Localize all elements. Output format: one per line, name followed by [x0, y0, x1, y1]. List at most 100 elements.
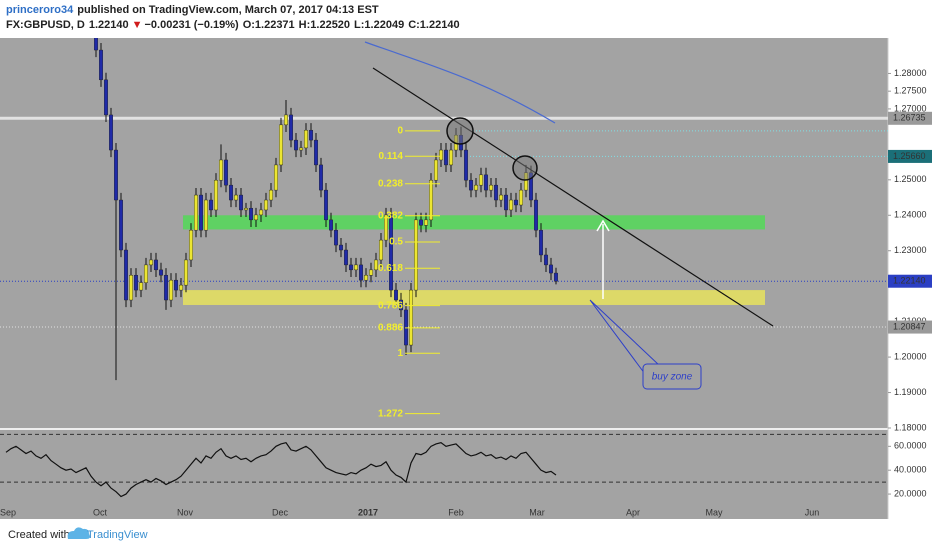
candle-body — [549, 264, 554, 274]
touch-circle — [512, 155, 538, 181]
low: L:1.22049 — [354, 19, 404, 31]
y-tick-label: 1.18000 — [894, 422, 927, 432]
candle-body — [419, 219, 424, 226]
zones — [183, 215, 765, 305]
fib-label: 0.5 — [389, 237, 403, 248]
candle-body — [178, 284, 183, 291]
zone — [183, 215, 765, 230]
x-tick-label: 2017 — [358, 507, 378, 517]
y-tick-label: 1.25000 — [894, 174, 927, 184]
symbol: FX:GBPUSD, D — [6, 19, 85, 31]
candle-body — [253, 214, 258, 221]
x-tick-label: Nov — [177, 507, 194, 517]
candle-body — [173, 279, 178, 291]
price-box-label: 1.25660 — [893, 151, 926, 161]
footer-brand: TradingView — [87, 529, 148, 541]
candle-body — [414, 219, 419, 291]
header-line: princeroro34 published on TradingView.com… — [6, 4, 379, 16]
candle-body — [334, 229, 339, 246]
candle-body — [148, 259, 153, 266]
candle-body — [479, 174, 484, 186]
candle-body — [183, 259, 188, 286]
candle-body — [319, 164, 324, 191]
callout-box — [642, 363, 702, 390]
x-tick-label: Oct — [93, 507, 108, 517]
footer-created: Created with — [8, 529, 70, 541]
price-box — [888, 274, 932, 288]
y-tick-label: 1.27000 — [894, 103, 927, 113]
candle-body — [279, 124, 284, 166]
rsi-line — [5, 442, 557, 498]
callout-pointer — [589, 299, 661, 375]
brand-logo — [67, 527, 90, 539]
candle-body — [514, 199, 519, 206]
candle-body — [118, 199, 123, 251]
candle-body — [304, 129, 309, 149]
candle-body — [469, 179, 474, 191]
y-tick-label: 1.23000 — [894, 245, 927, 255]
y-tick-label: 1.24000 — [894, 210, 927, 220]
candle-body — [233, 194, 238, 201]
fib-label: 0.382 — [378, 210, 403, 221]
candle-body — [314, 139, 319, 166]
candle-body — [289, 114, 294, 141]
candle-body — [138, 282, 143, 291]
zone — [183, 290, 765, 305]
candle-body — [238, 194, 243, 211]
fib-label: 1.272 — [378, 408, 403, 419]
candle-body — [424, 219, 429, 226]
candle-body — [223, 159, 228, 186]
candle-body — [389, 214, 394, 291]
candle-body — [509, 199, 514, 211]
rsi — [0, 433, 888, 498]
axes: 1.28000 1.27500 1.27000 1.25000 1.24000 1.230… — [0, 68, 932, 517]
candle-body — [243, 207, 248, 211]
fib-label: 0.786 — [378, 300, 403, 311]
last: 1.22140 — [89, 19, 129, 31]
candle-body — [294, 139, 299, 151]
price-box-label: 1.20847 — [893, 321, 926, 331]
candle-body — [113, 149, 118, 201]
y-tick-label: 1.28000 — [894, 68, 927, 78]
trend-line — [372, 67, 774, 327]
candle-body — [394, 289, 399, 301]
candle-body — [339, 244, 344, 251]
candle-body — [203, 199, 208, 231]
x-tick-label: Mar — [529, 507, 545, 517]
x-tick-label: Apr — [626, 507, 640, 517]
candle-body — [489, 184, 494, 191]
candle-body — [439, 149, 444, 161]
candle-body — [213, 179, 218, 211]
candle-body — [494, 184, 499, 201]
price-box — [888, 320, 932, 334]
candle-body — [519, 189, 524, 206]
candle-body — [344, 249, 349, 266]
price-box-label: 1.26735 — [893, 113, 926, 123]
published: published on TradingView.com, March 07, … — [77, 4, 379, 16]
candle-body — [168, 279, 173, 301]
candle-body — [259, 209, 264, 216]
candle-body — [374, 259, 379, 271]
candle-body — [359, 264, 364, 281]
candle-body — [539, 229, 544, 256]
candle-body — [163, 274, 168, 301]
candle-body — [499, 194, 504, 201]
candle-body — [228, 184, 233, 201]
y-tick-label: 1.19000 — [894, 387, 927, 397]
candle-body — [369, 269, 374, 276]
fibonacci: 0 0.114 0.238 0.382 0.5 0.618 0.786 0.886 1 1.272 — [378, 126, 888, 419]
candle-body — [284, 114, 289, 126]
price-box — [888, 149, 932, 163]
candle-body — [248, 207, 253, 221]
candle-body — [399, 299, 404, 311]
candle-body — [379, 239, 384, 261]
candle-body — [133, 274, 138, 291]
candle-body — [464, 149, 469, 181]
candle-body — [188, 229, 193, 261]
moving-average — [364, 41, 556, 124]
candle-body — [534, 199, 539, 231]
annotations: buy zone — [372, 67, 774, 390]
candle-body — [103, 79, 108, 116]
price-pane — [0, 38, 888, 428]
